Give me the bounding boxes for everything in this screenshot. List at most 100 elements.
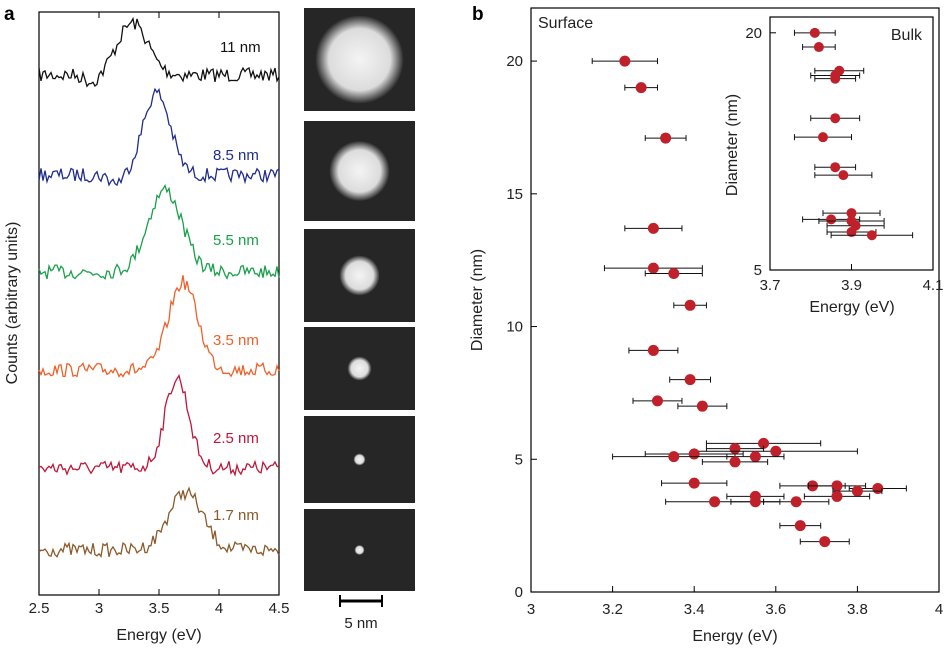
surface-point	[729, 456, 741, 468]
surface-point	[668, 451, 680, 463]
surface-point	[647, 344, 659, 356]
surface-point	[790, 496, 802, 508]
scale-bar: 5 nm	[339, 595, 383, 632]
surface-y-axis-label: Diameter (nm)	[469, 249, 486, 351]
spectrum-line	[38, 16, 280, 88]
spectra-x-tick-label: 4	[215, 600, 223, 617]
spectra-x-tick-label: 3	[95, 600, 103, 617]
bulk-point	[846, 227, 857, 238]
surface-point	[619, 55, 631, 67]
surface-point	[749, 496, 761, 508]
bulk-point	[866, 230, 877, 241]
surface-point	[819, 536, 831, 548]
spectrum-size-label: 3.5 nm	[213, 332, 259, 349]
surface-point	[684, 299, 696, 311]
surface-point	[729, 443, 741, 455]
surface-frame	[530, 7, 940, 593]
spectra-series-group	[38, 16, 280, 558]
panel-b-letter: b	[472, 4, 484, 25]
particle-blob	[353, 453, 366, 466]
bulk-point	[817, 132, 828, 143]
bulk-point	[826, 214, 837, 225]
spectrum-size-label: 5.5 nm	[213, 232, 259, 249]
spectrum-size-label: 1.7 nm	[213, 507, 259, 524]
bulk-point	[813, 42, 824, 53]
bulk-x-tick-label: 3.7	[760, 277, 781, 294]
bulk-point	[830, 162, 841, 173]
surface-point	[635, 82, 647, 94]
surface-point	[794, 520, 806, 532]
surface-y-tick-label: 15	[506, 186, 523, 203]
surface-ticks: 3 3.2 3.4 3.6 3.8 4 0 5 10 15 20	[506, 53, 943, 618]
surface-point	[647, 222, 659, 234]
surface-point	[647, 262, 659, 274]
bulk-y-axis-label: Diameter (nm)	[724, 94, 741, 196]
surface-point	[831, 490, 843, 502]
bulk-point	[809, 27, 820, 38]
surface-y-tick-label: 0	[515, 584, 523, 601]
spectra-x-ticks: 2.5 3 3.5 4 4.5	[29, 12, 290, 617]
bulk-points	[793, 27, 914, 241]
spectra-x-tick-label: 3.5	[149, 600, 170, 617]
spectrum-line	[38, 275, 280, 378]
surface-x-tick-label: 3.6	[765, 601, 786, 618]
surface-title: Surface	[538, 15, 593, 32]
particle-image-column	[304, 8, 415, 591]
particle-blob	[315, 15, 404, 104]
diameter-energy-panel: Surface 3 3.2 3.4 3.6 3.8 4 0 5 10 15 20 Energy (e…	[469, 7, 943, 645]
panel-a-letter: a	[4, 4, 15, 25]
surface-y-tick-label: 20	[506, 53, 523, 70]
spectrum-size-label: 11 nm	[220, 39, 261, 56]
surface-x-axis-label: Energy (eV)	[692, 628, 777, 645]
surface-x-tick-label: 3.8	[847, 601, 868, 618]
bulk-x-tick-label: 3.9	[841, 277, 862, 294]
spectrum-line	[38, 373, 280, 477]
surface-x-tick-label: 3.4	[684, 601, 705, 618]
bulk-point	[846, 208, 857, 219]
bulk-point	[830, 73, 841, 84]
spectra-panel: 11 nm 8.5 nm 5.5 nm 3.5 nm 2.5 nm 1.7 nm 2.5 3…	[4, 11, 290, 644]
surface-point	[851, 485, 863, 497]
surface-point	[660, 132, 672, 144]
spectra-x-tick-label: 4.5	[269, 600, 290, 617]
surface-point	[831, 480, 843, 492]
spectra-x-tick-label: 2.5	[29, 600, 50, 617]
particle-blob	[354, 545, 365, 555]
spectrum-size-label: 2.5 nm	[213, 430, 259, 447]
surface-y-tick-label: 5	[515, 451, 523, 468]
bulk-point	[830, 113, 841, 124]
surface-point	[758, 437, 770, 449]
spectrum-line	[38, 87, 280, 187]
particle-blob	[339, 255, 380, 296]
bulk-ticks: 3.7 3.9 4.1 5 20	[745, 25, 943, 294]
bulk-y-tick-label: 20	[745, 25, 762, 42]
spectrum-line	[38, 486, 280, 558]
bulk-point	[838, 170, 849, 181]
surface-points	[591, 55, 907, 548]
scale-bar-label: 5 nm	[344, 615, 377, 632]
surface-y-tick-label: 10	[506, 319, 523, 336]
surface-point	[749, 451, 761, 463]
surface-x-tick-label: 3	[527, 601, 535, 618]
bulk-x-axis-label: Energy (eV)	[809, 299, 894, 316]
spectrum-size-label: 8.5 nm	[213, 147, 259, 164]
bulk-y-tick-label: 5	[754, 262, 762, 279]
surface-point	[688, 477, 700, 489]
surface-point	[651, 395, 663, 407]
surface-point	[668, 267, 680, 279]
spectra-y-axis-label: Counts (arbitrary units)	[4, 222, 21, 385]
surface-point	[684, 374, 696, 386]
particle-blob	[347, 356, 372, 381]
surface-x-tick-label: 4	[935, 601, 943, 618]
surface-point	[688, 448, 700, 460]
spectrum-line	[38, 183, 280, 280]
particle-blob	[329, 141, 390, 201]
surface-point	[709, 496, 721, 508]
surface-x-tick-label: 3.2	[602, 601, 623, 618]
surface-point	[696, 400, 708, 412]
surface-point	[770, 445, 782, 457]
spectra-x-axis-label: Energy (eV)	[116, 627, 201, 644]
bulk-title: Bulk	[891, 27, 923, 44]
bulk-x-tick-label: 4.1	[923, 277, 944, 294]
